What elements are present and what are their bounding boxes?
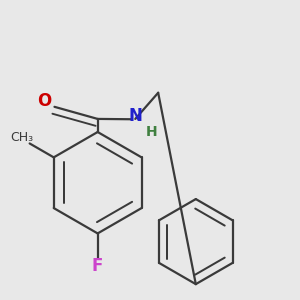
Text: O: O <box>37 92 52 110</box>
Text: H: H <box>146 125 158 139</box>
Text: CH₃: CH₃ <box>10 131 33 144</box>
Text: N: N <box>129 107 143 125</box>
Text: F: F <box>92 257 103 275</box>
